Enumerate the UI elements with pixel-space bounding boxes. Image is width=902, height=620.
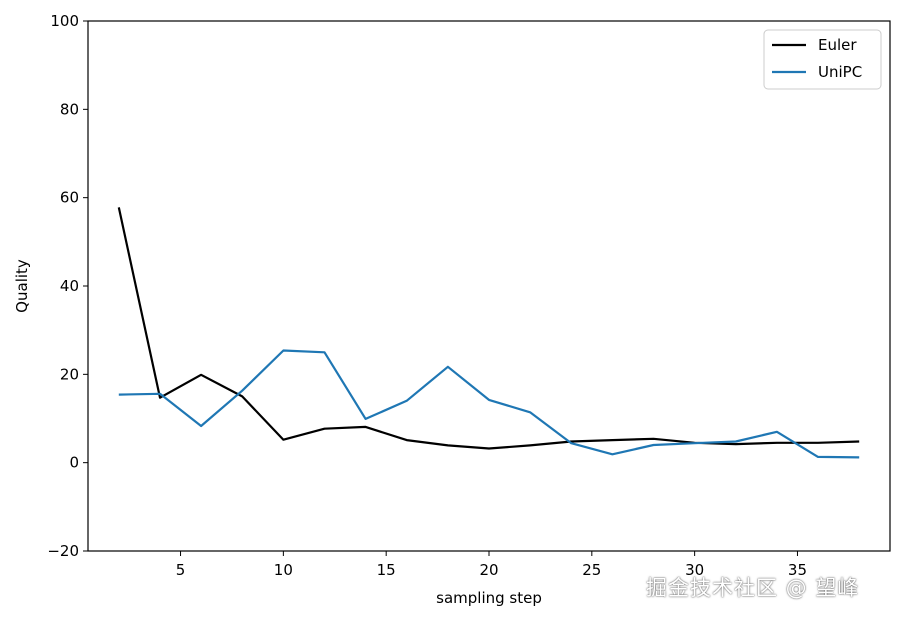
y-tick-label: 100: [50, 12, 79, 30]
legend-label-euler: Euler: [818, 36, 857, 54]
x-tick-label: 5: [176, 561, 186, 579]
axes-layer: 5 10 15 20 25 30 35 −20 0 20 40 60 80 100: [47, 12, 807, 579]
series-line-unipc: [118, 349, 860, 459]
y-tick-label: 20: [60, 365, 79, 383]
x-tick-label: 20: [479, 561, 498, 579]
x-tick-label: 25: [582, 561, 601, 579]
x-tick-label: 35: [788, 561, 807, 579]
legend-label-unipc: UniPC: [818, 63, 862, 81]
y-axis-label: Quality: [13, 259, 31, 313]
series-layer: [117, 207, 860, 459]
series-line-euler: [117, 207, 860, 450]
x-tick-label: 15: [377, 561, 396, 579]
x-tick-label: 10: [274, 561, 293, 579]
legend: Euler UniPC: [763, 29, 882, 90]
x-axis-label: sampling step: [436, 589, 542, 607]
x-tick-label: 30: [685, 561, 704, 579]
plot-frame: [87, 20, 891, 552]
y-tick-label: 0: [69, 454, 79, 472]
plot-area: [88, 21, 890, 551]
y-tick-label: 60: [60, 189, 79, 207]
y-tick-label: 80: [60, 100, 79, 118]
y-tick-label: 40: [60, 277, 79, 295]
y-tick-label: −20: [47, 542, 79, 560]
watermark: 掘金技术社区 @ 望峰: [646, 576, 860, 600]
